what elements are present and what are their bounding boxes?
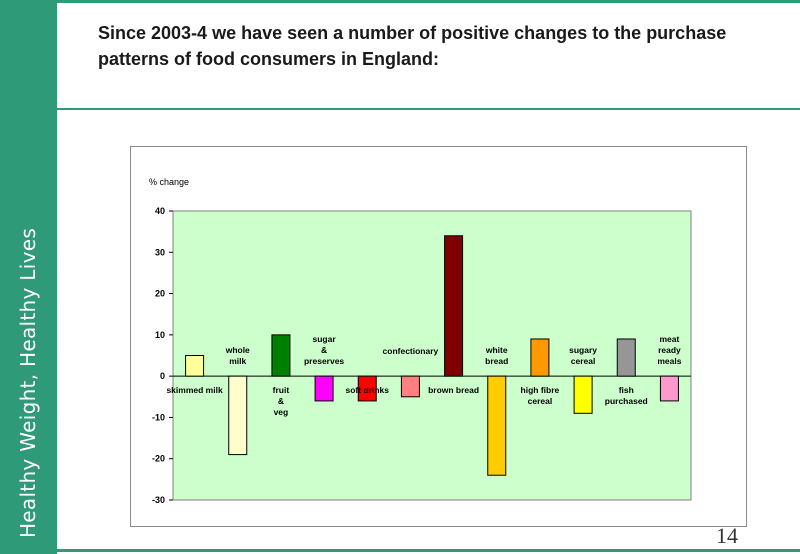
heading-divider: [57, 108, 800, 110]
y-axis-title: % change: [149, 177, 189, 187]
category-label: confectionary: [383, 346, 439, 356]
category-label: sugar & preserves: [304, 334, 344, 366]
y-tick-label: -20: [152, 454, 165, 464]
y-tick-label: -30: [152, 495, 165, 505]
y-tick-label: 10: [155, 330, 165, 340]
category-label: fruit & veg: [273, 385, 290, 417]
bar: [444, 235, 464, 377]
bar: [530, 338, 550, 377]
bar: [400, 375, 420, 398]
bar: [228, 375, 248, 456]
category-label: skimmed milk: [166, 385, 222, 395]
bottom-divider: [57, 549, 800, 552]
category-label: brown bread: [428, 385, 479, 395]
category-label: meat ready meals: [657, 334, 681, 366]
bar: [659, 375, 679, 402]
bar: [487, 375, 507, 476]
category-label: whole milk: [225, 345, 250, 366]
slide-heading: Since 2003-4 we have seen a number of po…: [98, 23, 727, 69]
category-label: high fibre cereal: [521, 385, 560, 406]
chart-frame: % change 40 30 20 10 0 -10 -20 -30 skimmed milk wh…: [130, 146, 747, 527]
bar: [357, 375, 377, 402]
y-tick-label: 20: [155, 289, 165, 299]
bar: [616, 338, 636, 377]
bar: [185, 355, 205, 377]
category-label: soft drinks: [346, 385, 390, 395]
sidebar: Healthy Weight, Healthy Lives: [0, 0, 57, 554]
category-label: white bread: [485, 345, 508, 366]
plot-area: [172, 210, 692, 501]
sidebar-title: Healthy Weight, Healthy Lives: [16, 227, 40, 539]
category-label: fish purchased: [605, 385, 648, 406]
bar: [271, 334, 291, 377]
y-tick-label: 40: [155, 206, 165, 216]
bar: [573, 375, 593, 414]
bar: [314, 375, 334, 402]
category-label: sugary cereal: [569, 345, 597, 366]
page-number: 14: [716, 523, 738, 548]
y-tick-label: 30: [155, 247, 165, 257]
bar-chart: % change 40 30 20 10 0 -10 -20 -30 skimmed milk wh…: [149, 177, 692, 505]
top-divider: [57, 0, 800, 3]
y-tick-label: 0: [160, 371, 165, 381]
y-tick-label: -10: [152, 412, 165, 422]
